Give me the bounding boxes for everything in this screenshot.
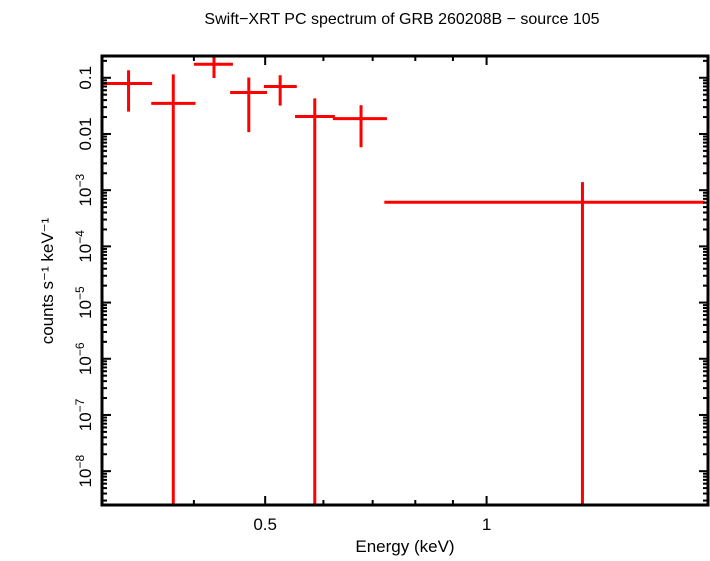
y-tick-label: 10−6: [73, 342, 95, 375]
y-tick-label-base: 10: [76, 188, 95, 207]
y-tick-label-exponent: −5: [73, 286, 87, 300]
y-tick-label: 10−4: [73, 230, 95, 263]
y-tick-label-base: 10: [76, 469, 95, 488]
data-point-2: [151, 74, 196, 505]
x-axis-label: Energy (keV): [355, 537, 454, 556]
y-tick-label-base: 10: [76, 412, 95, 431]
data-point-7: [332, 105, 387, 148]
x-tick-label: 1: [482, 515, 491, 534]
data-point-3: [193, 56, 233, 79]
data-point-6: [295, 98, 335, 505]
y-tick-label-base: 10: [76, 244, 95, 263]
data-layer: [102, 56, 705, 505]
y-tick-label: 0.1: [76, 66, 95, 90]
y-tick-label: 0.01: [76, 117, 95, 150]
y-tick-label: 10−8: [73, 455, 95, 488]
plot-frame: [100, 54, 710, 507]
y-tick-label-base: 0.01: [76, 117, 95, 150]
y-tick-label-base: 10: [76, 356, 95, 375]
y-tick-label: 10−7: [73, 398, 95, 431]
y-tick-label: 10−5: [73, 286, 95, 319]
data-point-5: [263, 75, 297, 106]
data-point-1: [102, 70, 153, 112]
x-tick-label: 0.5: [253, 515, 277, 534]
y-tick-label-exponent: −7: [73, 398, 87, 412]
y-tick-label-base: 0.1: [76, 66, 95, 90]
y-tick-label-exponent: −8: [73, 455, 87, 469]
y-tick-label-base: 10: [76, 300, 95, 319]
data-point-8: [384, 182, 705, 505]
y-axis-label: counts s⁻¹ keV⁻¹: [38, 217, 57, 344]
y-tick-label-exponent: −4: [73, 230, 87, 244]
y-tick-label-exponent: −3: [73, 174, 87, 188]
y-tick-label: 10−3: [73, 174, 95, 207]
data-point-4: [230, 77, 268, 133]
chart-title: Swift−XRT PC spectrum of GRB 260208B − s…: [204, 11, 599, 28]
y-tick-label-exponent: −6: [73, 342, 87, 356]
